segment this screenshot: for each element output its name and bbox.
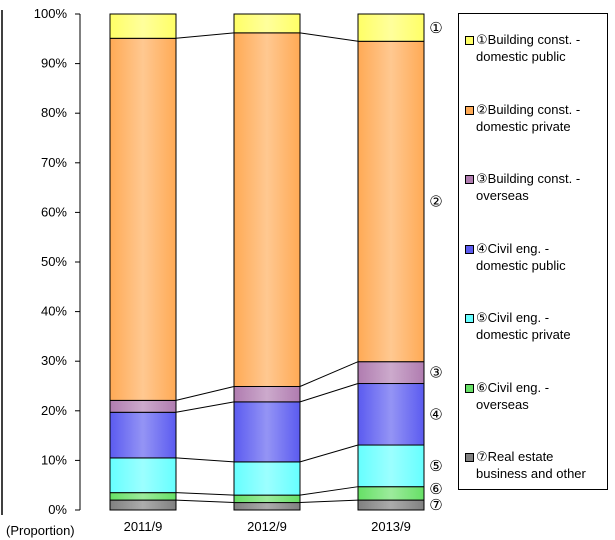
bar-segment [357,444,425,488]
bars: 2011/9 2012/9 2013/9 [109,13,425,534]
legend-item: ⑥Civil eng. - overseas [465,379,603,413]
legend-item: ②Building const. - domestic private [465,101,603,135]
connector-line [175,457,235,463]
bar-segment [109,411,177,459]
bar-segment [109,457,177,494]
legend-item: ③Building const. - overseas [465,170,603,204]
connector-line [175,401,235,413]
bar-segment [109,13,177,39]
legend-label: ③Building const. - overseas [476,171,581,203]
legend: ①Building const. - domestic public ②Build… [458,13,608,490]
y-tick-label: 40% [41,304,67,319]
series-marks: ⑦⑥ ⑤ ④ ③ ② ① [429,19,442,514]
legend-swatch [465,36,474,45]
legend-item: ⑤Civil eng. - domestic private [465,309,603,343]
connector-line [175,32,235,39]
bar-segment [109,499,177,511]
legend-item: ①Building const. - domestic public [465,31,603,65]
connector-line [299,444,359,463]
connector-line [299,361,359,387]
bar-segment [233,494,301,504]
y-tick-label: 30% [41,353,67,368]
bar-segment [233,461,301,496]
bar-segment [233,502,301,511]
legend-label: ⑤Civil eng. - domestic private [476,310,571,342]
y-tick-label: 70% [41,155,67,170]
y-tick-label: 90% [41,56,67,71]
y-tick-label: 20% [41,403,67,418]
legend-swatch [465,314,474,323]
y-axis: 0% 10% 20% 30% 40% 50% 60% 70% 80% 90% 100% [1,6,81,517]
legend-swatch [465,175,474,184]
connector-line [299,32,359,42]
connector-line [299,486,359,496]
y-tick-label: 80% [41,105,67,120]
legend-label: ⑥Civil eng. - overseas [476,379,550,412]
connector-line [175,386,235,401]
bar-segment [357,13,425,42]
connector-line [175,492,235,496]
bar-segment [109,399,177,413]
series-mark-label: ⑥ [429,480,442,498]
x-category-label: 2012/9 [247,519,287,534]
y-tick-label: 50% [41,254,67,269]
series-mark-label: ③ [429,364,442,382]
connector-line [299,383,359,403]
bar-segment [357,40,425,363]
bar-segment [357,361,425,385]
series-mark-label: ④ [429,405,442,423]
x-category-label: 2011/9 [124,519,163,534]
bar-segment [357,499,425,511]
y-tick-label: 60% [41,204,67,219]
legend-label: ①Building const. - domestic public [476,32,581,64]
legend-label: ④Civil eng. - domestic public [476,240,566,273]
y-tick-label: 100% [34,6,68,21]
x-category-label: 2013/9 [371,519,411,534]
series-mark-label: ② [429,192,442,210]
legend-swatch [465,453,474,462]
bar-segment [109,492,177,501]
bar-segment [109,37,177,401]
bar-segment [233,385,301,403]
bar-segment [357,486,425,501]
legend-swatch [465,244,474,254]
series-mark-label: ⑤ [429,457,442,475]
series-mark-label: ⑦ [429,496,442,514]
legend-item: ④Civil eng. - domestic public [465,240,603,274]
y-tick-label: 0% [48,502,67,517]
series-mark-label: ① [429,19,442,37]
bar-segment [233,401,301,463]
legend-label: ⑦Real estate business and other [476,449,586,481]
connector-lines [175,32,359,504]
bar-segment [233,13,301,34]
bar-segment [233,32,301,387]
legend-label: ②Building const. - domestic private [476,101,581,134]
connector-line [175,499,235,504]
legend-swatch [465,105,474,115]
y-tick-label: 10% [41,452,67,467]
y-axis-unit-label: (Proportion) [6,523,75,538]
bar-segment [357,383,425,446]
legend-swatch [465,383,474,393]
legend-item: ⑦Real estate business and other [465,448,603,482]
connector-line [299,499,359,504]
